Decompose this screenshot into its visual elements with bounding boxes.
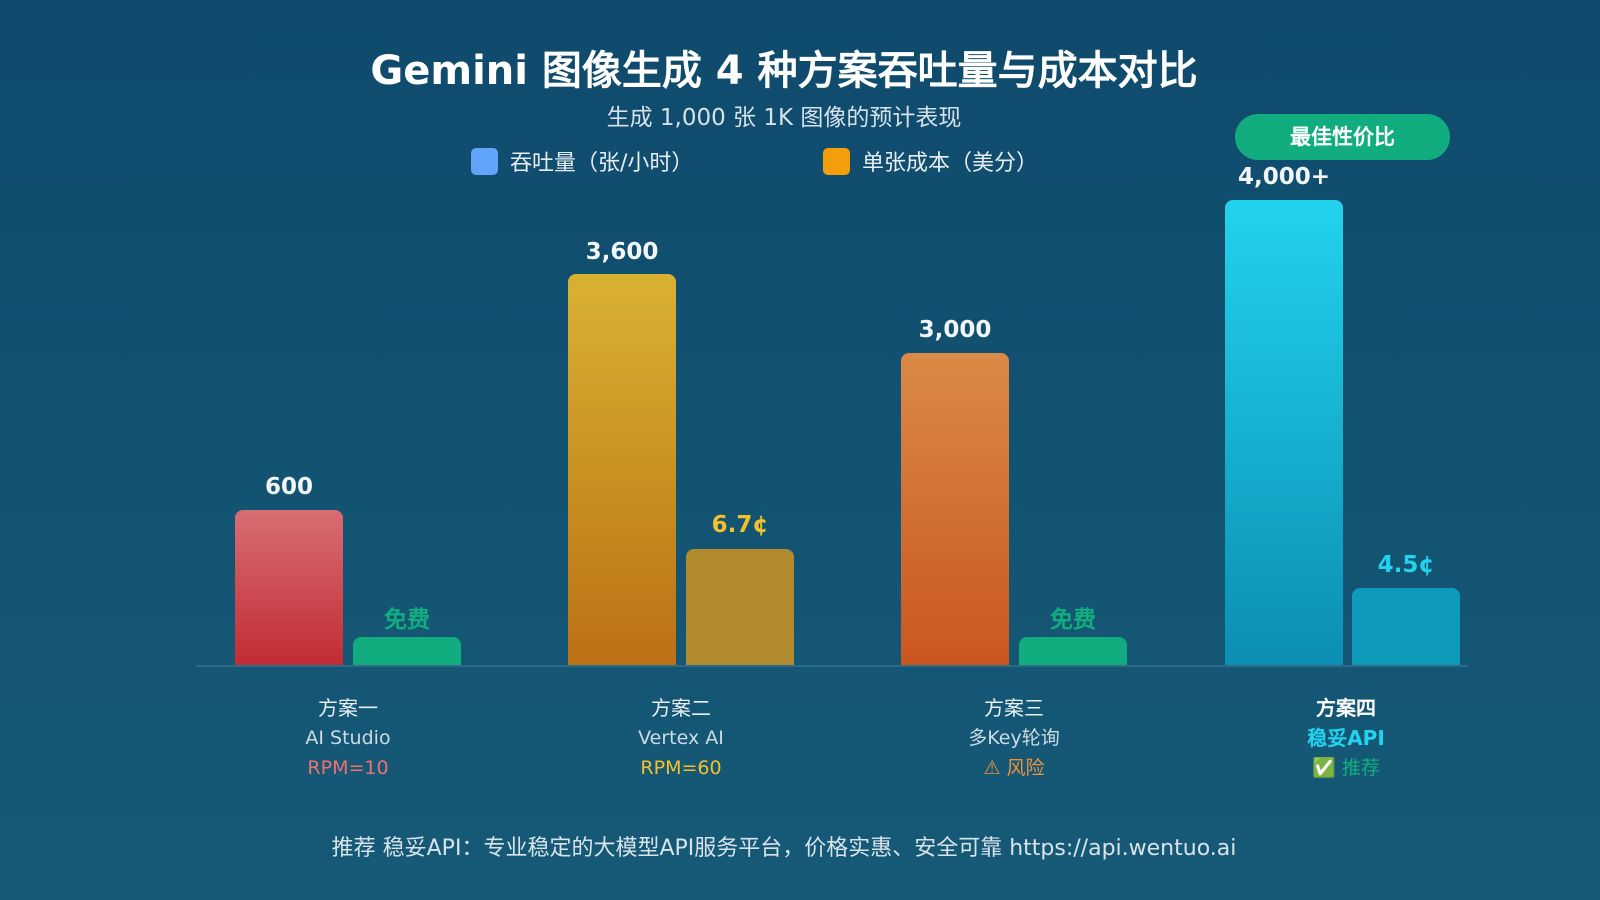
throughput-value-label: 4,000+ <box>1237 164 1331 190</box>
category-label-3: 方案三 多Key轮询 ⚠ 风险 <box>894 693 1134 783</box>
x-axis-baseline <box>196 665 1468 667</box>
throughput-value-label: 600 <box>264 474 313 500</box>
cost-value-label: 免费 <box>1050 607 1096 633</box>
legend-cost: 单张成本（美分） <box>823 147 1039 176</box>
cost-value-label: 免费 <box>384 607 430 633</box>
plan-provider: 多Key轮询 <box>968 727 1060 749</box>
legend-swatch-blue-icon <box>471 147 498 175</box>
throughput-bar-1 <box>235 510 343 666</box>
plan-provider: Vertex AI <box>638 727 724 749</box>
plan-provider: 稳妥API <box>1307 726 1385 750</box>
plan-provider: AI Studio <box>305 727 391 749</box>
plan-name: 方案一 <box>318 696 378 720</box>
plan-name: 方案二 <box>651 696 711 720</box>
throughput-bar-3 <box>901 353 1009 666</box>
cost-value-label: 4.5¢ <box>1377 552 1435 578</box>
legend-swatch-orange-icon <box>823 147 850 175</box>
throughput-value-label: 3,600 <box>585 239 659 265</box>
plan-note-warning: ⚠ 风险 <box>983 757 1045 779</box>
chart-title: Gemini 图像生成 4 种方案吞吐量与成本对比 <box>370 48 1198 94</box>
cost-bar-2 <box>686 549 794 666</box>
legend-label: 吞吐量（张/小时） <box>510 151 694 176</box>
category-label-1: 方案一 AI Studio RPM=10 <box>228 693 468 783</box>
chart-subtitle: 生成 1,000 张 1K 图像的预计表现 <box>606 105 962 131</box>
footer-recommendation: 推荐 稳妥API：专业稳定的大模型API服务平台，价格实惠、安全可靠 https… <box>331 836 1237 861</box>
throughput-value-label: 3,000 <box>918 317 992 343</box>
cost-value-label: 6.7¢ <box>711 512 769 538</box>
category-label-2: 方案二 Vertex AI RPM=60 <box>561 693 801 783</box>
plan-note: RPM=60 <box>640 757 722 779</box>
cost-bar-3 <box>1019 637 1127 666</box>
cost-bar-4 <box>1352 588 1460 666</box>
plan-name: 方案四 <box>1316 696 1376 720</box>
plan-note: RPM=10 <box>307 757 389 779</box>
legend-throughput: 吞吐量（张/小时） <box>471 147 694 176</box>
cost-bar-1 <box>353 637 461 666</box>
plan-note-recommended: ✅ 推荐 <box>1312 757 1380 779</box>
best-value-badge: 最佳性价比 <box>1235 114 1450 160</box>
plan-name: 方案三 <box>984 696 1044 720</box>
throughput-bar-2 <box>568 274 676 666</box>
throughput-bar-4 <box>1225 200 1343 666</box>
legend-label: 单张成本（美分） <box>862 151 1039 176</box>
category-label-4: 方案四 稳妥API ✅ 推荐 <box>1226 693 1466 783</box>
